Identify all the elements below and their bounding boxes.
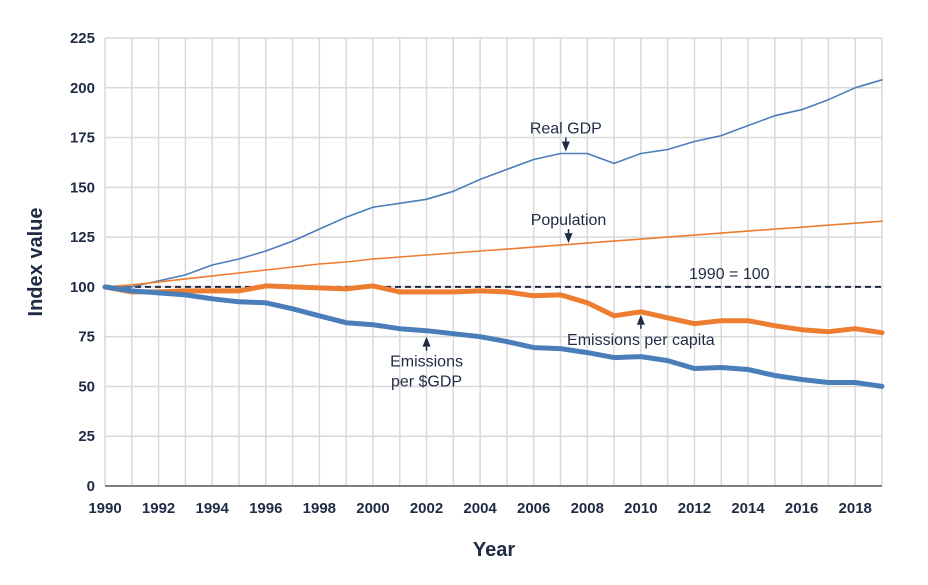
annotation-real-gdp: Real GDP xyxy=(530,120,602,152)
annotations: Real GDP Population 1990 = 100 Emissions pe… xyxy=(390,120,770,390)
x-tick-label: 1990 xyxy=(88,500,121,517)
x-axis-title: Year xyxy=(473,539,515,561)
arrow-down-icon xyxy=(561,141,570,152)
grid xyxy=(104,37,883,487)
series-line-population xyxy=(104,220,883,288)
y-tick-label: 100 xyxy=(70,279,95,296)
annotation-emissions-per-gdp: Emissions per $GDP xyxy=(390,336,463,391)
y-tick-label: 150 xyxy=(70,179,95,196)
series-line-emissions-per-gdp xyxy=(102,284,885,389)
y-tick-label: 175 xyxy=(70,130,95,147)
y-tick-label: 0 xyxy=(87,478,95,495)
series-group xyxy=(102,79,885,389)
annotation-label: Emissions per capita xyxy=(567,332,715,349)
series-line-emissions-per-capita xyxy=(102,283,885,336)
x-tick-label: 2006 xyxy=(517,500,550,517)
annotation-label: 1990 = 100 xyxy=(689,266,770,283)
series-line-real-gdp xyxy=(104,79,883,288)
x-tick-label: 2004 xyxy=(463,500,497,517)
annotation-1990-100: 1990 = 100 xyxy=(689,266,770,283)
y-tick-label: 225 xyxy=(70,30,95,47)
x-tick-label: 2012 xyxy=(678,500,711,517)
annotation-label: Emissions xyxy=(390,354,463,371)
annotation-population: Population xyxy=(531,212,607,244)
x-tick-label: 2010 xyxy=(624,500,657,517)
arrow-up-icon xyxy=(636,314,645,325)
arrow-up-icon xyxy=(422,336,431,347)
x-tick-label: 2014 xyxy=(731,500,765,517)
arrow-down-icon xyxy=(564,233,573,244)
x-tick-label: 1998 xyxy=(303,500,336,517)
x-tick-label: 2008 xyxy=(571,500,604,517)
y-axis-title: Index value xyxy=(25,208,47,317)
y-tick-label: 125 xyxy=(70,229,95,246)
y-tick-label: 200 xyxy=(70,80,95,97)
tick-labels: 0 25 50 75 100 125 150 175 200 225 1990 1992 1994 199… xyxy=(70,30,872,517)
annotation-label: per $GDP xyxy=(391,374,462,391)
y-tick-label: 50 xyxy=(78,378,95,395)
x-tick-label: 1996 xyxy=(249,500,282,517)
x-tick-label: 1994 xyxy=(195,500,229,517)
x-tick-label: 2000 xyxy=(356,500,389,517)
x-tick-label: 2002 xyxy=(410,500,443,517)
x-tick-label: 2016 xyxy=(785,500,818,517)
y-tick-label: 25 xyxy=(78,428,95,445)
annotation-label: Population xyxy=(531,212,607,229)
y-tick-label: 75 xyxy=(78,329,95,346)
annotation-label: Real GDP xyxy=(530,120,602,137)
x-tick-label: 2018 xyxy=(839,500,872,517)
annotation-emissions-per-capita: Emissions per capita xyxy=(567,314,715,349)
x-tick-label: 1992 xyxy=(142,500,175,517)
